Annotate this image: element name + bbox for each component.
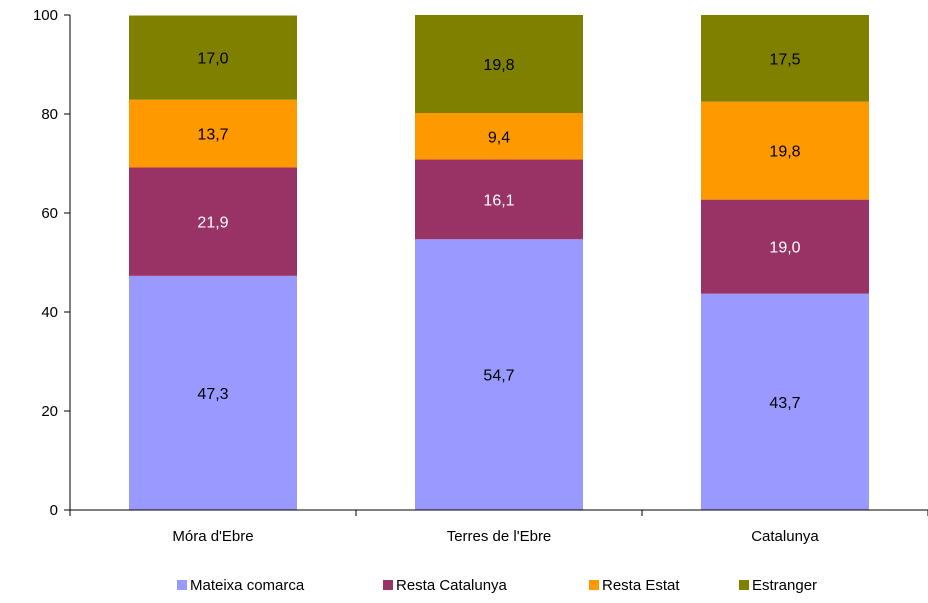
bar-1-4	[129, 15, 297, 100]
data-label-2-1: 54,7	[483, 368, 514, 385]
bar-3-1	[701, 293, 869, 510]
bar-2-1	[415, 239, 583, 511]
x-tick-label-1: Móra d'Ebre	[172, 528, 253, 545]
data-label-2-3: 9,4	[488, 129, 510, 146]
x-tick-label-3: Catalunya	[751, 528, 819, 545]
bar-1-1	[129, 275, 297, 510]
y-tick-label-3: 40	[41, 304, 58, 321]
y-tick-label-1: 0	[50, 502, 58, 519]
x-labels-group: Móra d'Ebre Terres de l'Ebre Catalunya	[172, 528, 819, 545]
bar-2-2	[415, 159, 583, 240]
legend-label-4: Estranger	[752, 577, 817, 594]
y-ticks-group: 0 20 40 60 80 100	[33, 7, 70, 519]
y-tick-label-4: 60	[41, 205, 58, 222]
legend: Mateixa comarca Resta Catalunya Resta Esta…	[177, 577, 817, 594]
bar-3-4	[701, 15, 869, 102]
data-label-1-4: 17,0	[197, 51, 228, 68]
bar-2-3	[415, 113, 583, 160]
bar-1-2	[129, 167, 297, 276]
bar-2-4	[415, 15, 583, 114]
data-label-2-4: 19,8	[483, 57, 514, 74]
data-label-3-3: 19,8	[769, 144, 800, 161]
data-label-2-2: 16,1	[483, 192, 514, 209]
bar-3-2	[701, 199, 869, 294]
legend-swatch-4	[739, 580, 749, 590]
legend-swatch-2	[383, 580, 393, 590]
axes-group	[69, 15, 928, 516]
y-tick-label-6: 100	[33, 7, 58, 24]
legend-swatch-1	[177, 580, 187, 590]
legend-label-1: Mateixa comarca	[190, 577, 305, 594]
data-label-1-1: 47,3	[197, 386, 228, 403]
data-label-1-2: 21,9	[197, 215, 228, 232]
data-label-3-1: 43,7	[769, 395, 800, 412]
bars-group	[129, 15, 869, 511]
legend-label-3: Resta Estat	[602, 577, 680, 594]
legend-swatch-3	[589, 580, 599, 590]
y-tick-label-5: 80	[41, 106, 58, 123]
data-label-1-3: 13,7	[197, 127, 228, 144]
y-tick-label-2: 20	[41, 403, 58, 420]
data-labels-group: 47,3 21,9 13,7 17,0 54,7 16,1 9,4 19,8 43,7 19,0 1…	[197, 51, 800, 412]
x-tick-label-2: Terres de l'Ebre	[447, 528, 552, 545]
legend-label-2: Resta Catalunya	[396, 577, 508, 594]
data-label-3-4: 17,5	[769, 51, 800, 68]
bar-3-3	[701, 101, 869, 200]
bar-1-3	[129, 99, 297, 168]
data-label-3-2: 19,0	[769, 240, 800, 257]
